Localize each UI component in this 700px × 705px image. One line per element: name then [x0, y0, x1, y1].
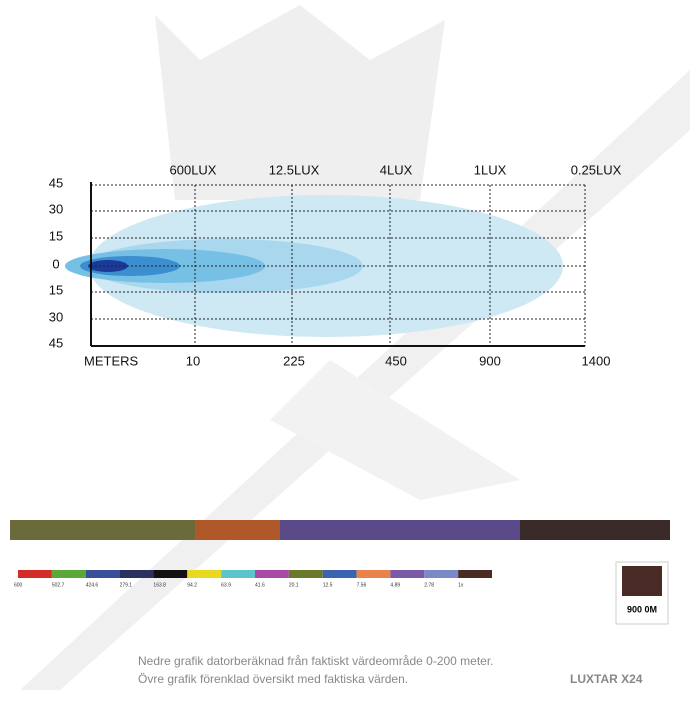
scale-label: 20.1: [289, 582, 299, 588]
y-label: 30: [49, 309, 63, 324]
distance-label: 900 0M: [627, 604, 657, 614]
scale-swatch: [356, 570, 391, 578]
scale-swatch: [18, 570, 52, 578]
x-label: 450: [385, 353, 407, 368]
scale-label: 600: [14, 582, 23, 588]
y-label: 30: [49, 201, 63, 216]
y-label: 0: [52, 256, 59, 271]
x-title: METERS: [84, 353, 139, 368]
distance-swatch: [622, 566, 662, 596]
scale-label: 4.89: [390, 582, 400, 588]
scale-swatch: [458, 570, 492, 578]
scale-swatch: [119, 570, 154, 578]
lux-label: 600LUX: [170, 162, 217, 177]
scale-swatch: [153, 570, 188, 578]
scale-label: 1x: [458, 582, 464, 588]
watermark: [270, 360, 520, 500]
x-label: 900: [479, 353, 501, 368]
brand: LUXTAR X24: [570, 672, 643, 686]
scale-swatch: [390, 570, 425, 578]
beam-strip-zone: [10, 520, 195, 540]
scale-swatch: [288, 570, 323, 578]
scale-swatch: [322, 570, 357, 578]
scale-swatch: [85, 570, 120, 578]
grid: [91, 184, 586, 346]
scale-label: 424.6: [86, 582, 99, 588]
lux-label: 1LUX: [474, 162, 507, 177]
scale-swatch: [51, 570, 86, 578]
scale-label: 2.78: [424, 582, 434, 588]
lux-label: 0.25LUX: [571, 162, 622, 177]
caption: Övre grafik förenklad översikt med fakti…: [138, 672, 408, 686]
scale-label: 163.8: [153, 582, 166, 588]
scale-label: 94.2: [187, 582, 197, 588]
scale-swatch: [424, 570, 459, 578]
scale-label: 41.6: [255, 582, 265, 588]
lux-label: 4LUX: [380, 162, 413, 177]
scale-label: 502.7: [52, 582, 65, 588]
y-label: 45: [49, 175, 63, 190]
scale-swatch: [255, 570, 289, 578]
scale-swatch: [187, 570, 222, 578]
scale-swatch: [221, 570, 255, 578]
lux-label: 12.5LUX: [269, 162, 320, 177]
beam-strip-zone: [280, 520, 520, 540]
scale-label: 7.56: [357, 582, 367, 588]
x-label: 10: [186, 353, 200, 368]
y-label: 15: [49, 228, 63, 243]
y-label: 45: [49, 335, 63, 350]
caption: Nedre grafik datorberäknad från faktiskt…: [138, 654, 494, 668]
scale-label: 63.9: [221, 582, 231, 588]
scale-label: 279.1: [120, 582, 133, 588]
watermark: [155, 5, 445, 200]
x-label: 1400: [582, 353, 611, 368]
y-label: 15: [49, 282, 63, 297]
scale-label: 12.5: [323, 582, 333, 588]
x-label: 225: [283, 353, 305, 368]
